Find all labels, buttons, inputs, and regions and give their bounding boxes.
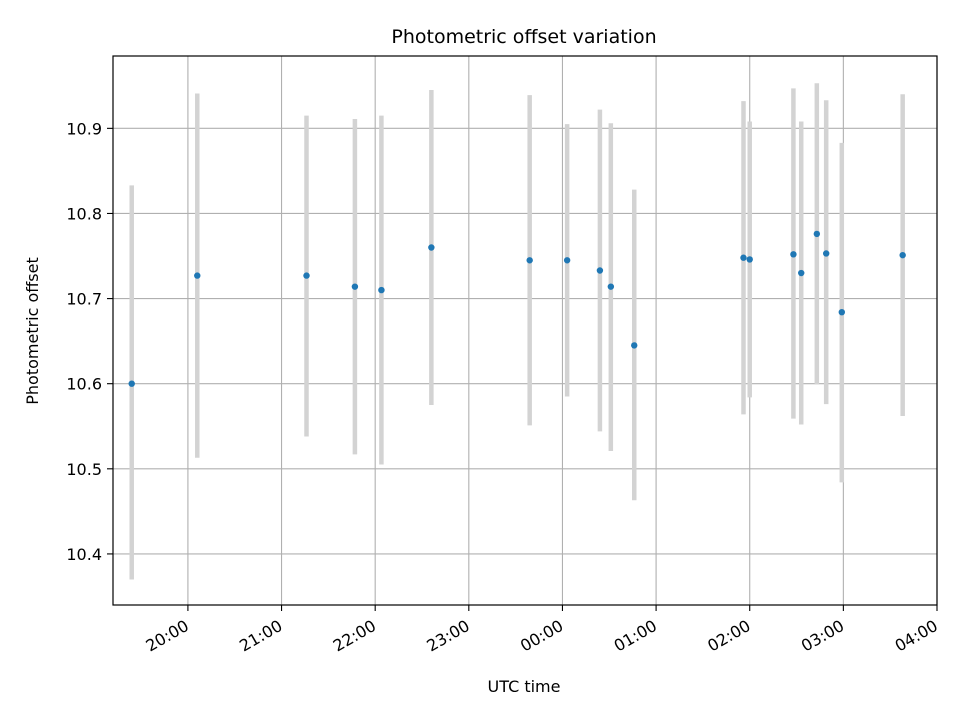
data-point	[563, 257, 571, 264]
y-tick-label: 10.7	[66, 290, 102, 309]
data-point	[607, 283, 615, 290]
y-tick-label: 10.4	[66, 545, 102, 564]
data-point	[596, 267, 604, 274]
plot-frame	[112, 55, 938, 606]
data-point	[746, 256, 753, 263]
data-point	[838, 309, 846, 316]
data-point	[790, 251, 797, 258]
data-point	[740, 254, 747, 261]
data-point	[428, 244, 435, 251]
data-point	[128, 380, 135, 387]
y-tick-label: 10.6	[66, 375, 102, 394]
y-axis-title: Photometric offset	[23, 257, 42, 405]
data-point	[798, 269, 805, 277]
data-point	[526, 257, 533, 264]
chart-title: Photometric offset variation	[391, 26, 656, 48]
y-tick-label: 10.9	[66, 119, 102, 138]
data-points	[128, 230, 906, 387]
data-point	[378, 286, 385, 294]
data-point	[194, 272, 201, 279]
y-axis-ticks: 10.4 10.5 10.6 10.7 10.8 10.9	[66, 119, 113, 564]
data-point	[631, 342, 638, 349]
data-point	[351, 283, 359, 290]
y-tick-label: 10.5	[66, 460, 102, 479]
data-point	[813, 230, 821, 238]
data-point	[822, 250, 830, 257]
data-point	[899, 251, 906, 259]
data-point	[303, 272, 310, 279]
y-tick-label: 10.8	[66, 204, 102, 223]
x-axis-title: UTC time	[488, 677, 561, 696]
